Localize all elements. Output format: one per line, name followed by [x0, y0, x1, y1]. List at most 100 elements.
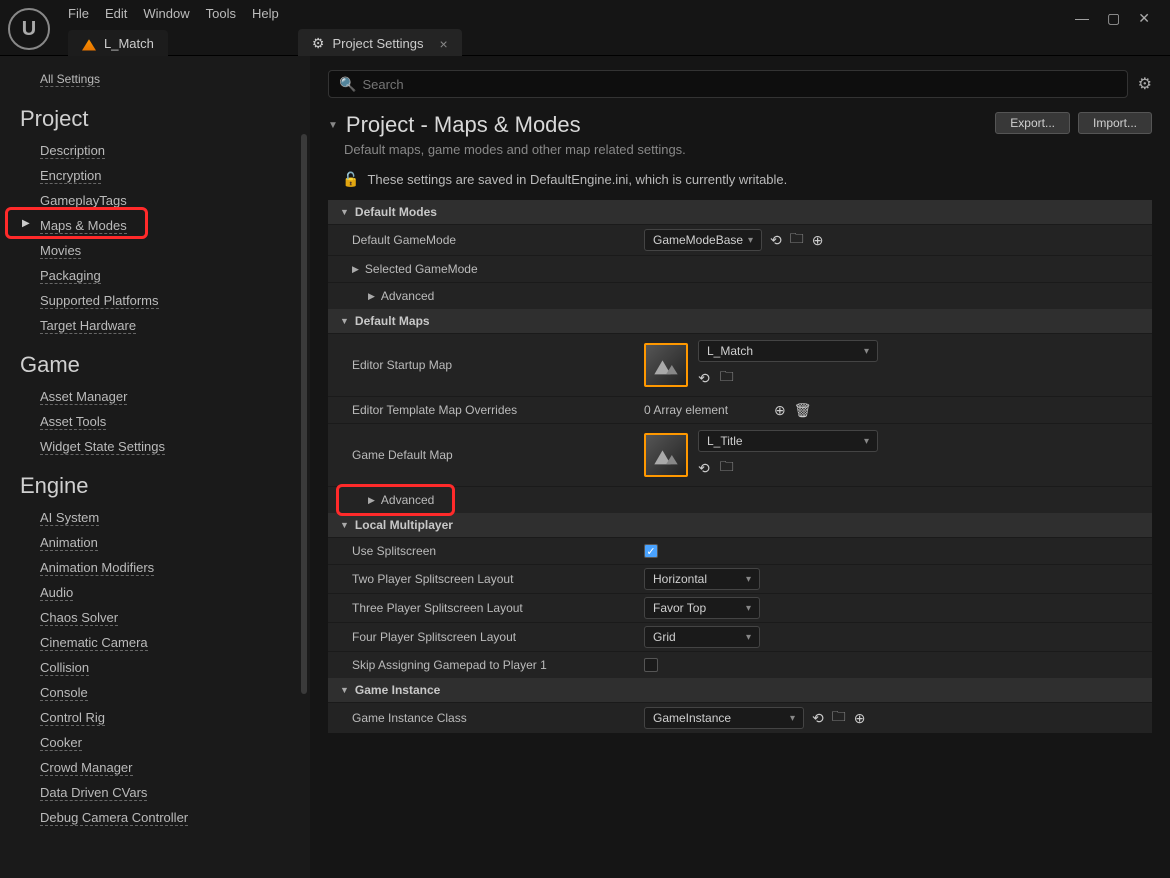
- settings-sidebar: All Settings Project Description Encrypt…: [0, 56, 310, 878]
- chevron-right-icon: ▶: [352, 264, 359, 275]
- tab-settings-label: Project Settings: [332, 36, 423, 51]
- dropdown-four-player[interactable]: Grid ▾: [644, 626, 760, 648]
- add-icon[interactable]: ⊕: [854, 710, 866, 727]
- dropdown-three-player[interactable]: Favor Top ▾: [644, 597, 760, 619]
- sidebar-item-cinematic-camera[interactable]: Cinematic Camera: [40, 635, 148, 651]
- use-selected-icon[interactable]: ⟲: [770, 232, 782, 249]
- sidebar-all-settings[interactable]: All Settings: [40, 72, 100, 87]
- menu-edit[interactable]: Edit: [105, 6, 127, 21]
- browse-icon[interactable]: 🗀: [832, 706, 846, 730]
- page-description: Default maps, game modes and other map r…: [328, 142, 1152, 157]
- tab-project-settings[interactable]: ⚙ Project Settings ×: [298, 29, 462, 58]
- sidebar-item-description[interactable]: Description: [40, 143, 105, 159]
- browse-icon[interactable]: 🗀: [720, 456, 734, 480]
- sidebar-item-crowd-manager[interactable]: Crowd Manager: [40, 760, 133, 776]
- group-game-instance[interactable]: ▼ Game Instance: [328, 678, 1152, 702]
- sidebar-item-gameplaytags[interactable]: GameplayTags: [40, 193, 127, 209]
- sidebar-item-asset-manager[interactable]: Asset Manager: [40, 389, 127, 405]
- label-two-player: Two Player Splitscreen Layout: [328, 572, 638, 586]
- menu-tools[interactable]: Tools: [206, 6, 236, 21]
- group-default-maps[interactable]: ▼ Default Maps: [328, 309, 1152, 333]
- menu-window[interactable]: Window: [143, 6, 189, 21]
- unreal-logo: U: [4, 4, 54, 54]
- dropdown-game-default-map[interactable]: L_Title ▾: [698, 430, 878, 452]
- unlock-icon: 🔓: [342, 171, 359, 188]
- tab-level[interactable]: L_Match: [68, 30, 168, 57]
- dropdown-default-gamemode[interactable]: GameModeBase ▾: [644, 229, 762, 251]
- label-advanced-1[interactable]: ▶ Advanced: [328, 289, 638, 303]
- window-minimize[interactable]: —: [1075, 10, 1089, 27]
- sidebar-item-packaging[interactable]: Packaging: [40, 268, 101, 284]
- dropdown-two-player[interactable]: Horizontal ▾: [644, 568, 760, 590]
- use-selected-icon[interactable]: ⟲: [698, 370, 710, 387]
- chevron-down-icon: ▾: [746, 632, 751, 643]
- settings-content: 🔍 ⚙ ▼ Project - Maps & Modes Export... I…: [310, 56, 1170, 878]
- browse-icon[interactable]: 🗀: [720, 366, 734, 390]
- menu-file[interactable]: File: [68, 6, 89, 21]
- label-editor-startup-map: Editor Startup Map: [328, 358, 638, 372]
- page-title: Project - Maps & Modes: [346, 112, 581, 138]
- chevron-down-icon: ▾: [748, 235, 753, 246]
- chevron-right-icon: ▶: [368, 291, 375, 302]
- sidebar-item-movies[interactable]: Movies: [40, 243, 81, 259]
- sidebar-cat-game: Game: [0, 338, 310, 384]
- window-close[interactable]: ✕: [1138, 10, 1150, 27]
- chevron-down-icon: ▼: [340, 520, 349, 530]
- chevron-down-icon[interactable]: ▼: [328, 120, 338, 131]
- sidebar-item-maps-modes[interactable]: Maps & Modes: [40, 218, 127, 234]
- sidebar-item-widget-state[interactable]: Widget State Settings: [40, 439, 165, 455]
- use-selected-icon[interactable]: ⟲: [812, 710, 824, 727]
- sidebar-item-console[interactable]: Console: [40, 685, 88, 701]
- saved-note: These settings are saved in DefaultEngin…: [367, 172, 787, 187]
- sidebar-item-debug-camera[interactable]: Debug Camera Controller: [40, 810, 188, 826]
- chevron-down-icon: ▾: [864, 346, 869, 357]
- add-icon[interactable]: ⊕: [812, 232, 824, 249]
- sidebar-item-supported-platforms[interactable]: Supported Platforms: [40, 293, 159, 309]
- export-button[interactable]: Export...: [995, 112, 1070, 134]
- browse-icon[interactable]: 🗀: [790, 228, 804, 252]
- sidebar-item-animation-modifiers[interactable]: Animation Modifiers: [40, 560, 154, 576]
- group-default-modes[interactable]: ▼ Default Modes: [328, 200, 1152, 224]
- search-input[interactable]: [362, 77, 1116, 92]
- sidebar-item-target-hardware[interactable]: Target Hardware: [40, 318, 136, 334]
- menubar: File Edit Window Tools Help: [58, 0, 1055, 27]
- sidebar-item-encryption[interactable]: Encryption: [40, 168, 101, 184]
- sidebar-item-cooker[interactable]: Cooker: [40, 735, 82, 751]
- sidebar-item-asset-tools[interactable]: Asset Tools: [40, 414, 106, 430]
- sidebar-item-collision[interactable]: Collision: [40, 660, 89, 676]
- settings-icon: ⚙: [312, 35, 325, 52]
- array-count: 0 Array element: [644, 403, 728, 417]
- sidebar-item-control-rig[interactable]: Control Rig: [40, 710, 105, 726]
- sidebar-item-chaos-solver[interactable]: Chaos Solver: [40, 610, 118, 626]
- label-game-default-map: Game Default Map: [328, 448, 638, 462]
- sidebar-item-data-driven-cvars[interactable]: Data Driven CVars: [40, 785, 147, 801]
- dropdown-startup-map[interactable]: L_Match ▾: [698, 340, 878, 362]
- array-clear-icon[interactable]: 🗑: [794, 402, 812, 419]
- asset-thumbnail[interactable]: [644, 343, 688, 387]
- label-template-overrides: Editor Template Map Overrides: [328, 403, 638, 417]
- label-skip-gamepad: Skip Assigning Gamepad to Player 1: [328, 658, 638, 672]
- checkbox-use-splitscreen[interactable]: ✓: [644, 544, 658, 558]
- import-button[interactable]: Import...: [1078, 112, 1152, 134]
- search-settings-icon[interactable]: ⚙: [1138, 74, 1152, 94]
- label-advanced-2[interactable]: ▶ Advanced: [328, 493, 638, 507]
- label-game-instance-class: Game Instance Class: [328, 711, 638, 725]
- chevron-down-icon: ▾: [746, 574, 751, 585]
- array-add-icon[interactable]: ⊕: [774, 402, 786, 419]
- asset-thumbnail[interactable]: [644, 433, 688, 477]
- sidebar-item-animation[interactable]: Animation: [40, 535, 98, 551]
- menu-help[interactable]: Help: [252, 6, 279, 21]
- label-three-player: Three Player Splitscreen Layout: [328, 601, 638, 615]
- label-selected-gamemode[interactable]: ▶ Selected GameMode: [328, 262, 638, 276]
- sidebar-item-audio[interactable]: Audio: [40, 585, 73, 601]
- dropdown-game-instance-class[interactable]: GameInstance ▾: [644, 707, 804, 729]
- checkbox-skip-gamepad[interactable]: [644, 658, 658, 672]
- sidebar-item-ai-system[interactable]: AI System: [40, 510, 99, 526]
- window-maximize[interactable]: ▢: [1107, 10, 1120, 27]
- use-selected-icon[interactable]: ⟲: [698, 460, 710, 477]
- tab-close-icon[interactable]: ×: [439, 36, 447, 52]
- chevron-down-icon: ▾: [864, 436, 869, 447]
- chevron-right-icon: ▶: [368, 495, 375, 506]
- label-default-gamemode: Default GameMode: [328, 233, 638, 247]
- group-local-multiplayer[interactable]: ▼ Local Multiplayer: [328, 513, 1152, 537]
